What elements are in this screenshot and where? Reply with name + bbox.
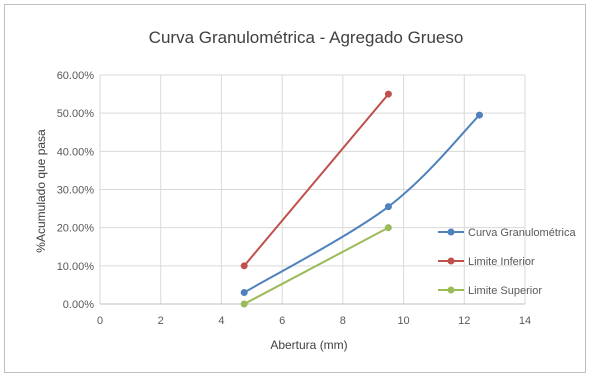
chart-title: Curva Granulométrica - Agregado Grueso: [149, 28, 464, 47]
y-tick-label: 30.00%: [57, 185, 95, 197]
legend-label: Limite Inferior: [468, 256, 535, 268]
x-tick-label: 0: [97, 315, 103, 327]
x-tick-label: 6: [279, 315, 285, 327]
chart-svg: Curva Granulométrica - Agregado Grueso 0…: [34, 28, 576, 352]
x-tick-label: 8: [340, 315, 346, 327]
y-tick-label: 10.00%: [57, 261, 95, 273]
series-layer: [240, 90, 483, 308]
y-tick-label: 50.00%: [57, 108, 95, 120]
y-axis-label: %Acumulado que pasa: [34, 129, 48, 253]
x-tick-label: 14: [519, 315, 531, 327]
data-point: [384, 203, 392, 211]
y-tick-label: 60.00%: [57, 70, 95, 82]
legend-label: Curva Granulométrica: [468, 227, 576, 239]
data-point: [240, 300, 248, 308]
x-tick-label: 12: [458, 315, 470, 327]
x-tick-label: 2: [158, 315, 164, 327]
data-point: [384, 90, 392, 98]
legend-marker: [447, 257, 455, 265]
legend-marker: [447, 286, 455, 294]
grid-layer: [99, 74, 526, 305]
x-axis-label: Abertura (mm): [270, 338, 347, 352]
tick-layer: 0 2 4 6 8 10 12 14 0.00% 10.00% 20.00% 30.00% 40.00%…: [57, 70, 531, 327]
legend: Curva Granulométrica Limite Inferior Limit…: [438, 227, 576, 297]
legend-label: Limite Superior: [468, 285, 542, 297]
data-point: [240, 262, 248, 270]
y-tick-label: 40.00%: [57, 146, 95, 158]
series-line: [243, 93, 390, 267]
series-line: [243, 226, 389, 305]
data-point: [240, 289, 248, 297]
y-tick-label: 0.00%: [63, 299, 94, 311]
x-tick-label: 10: [397, 315, 409, 327]
x-tick-label: 4: [218, 315, 224, 327]
chart-frame: Curva Granulométrica - Agregado Grueso 0…: [4, 4, 586, 373]
legend-marker: [447, 228, 455, 236]
data-point: [384, 224, 392, 232]
data-point: [475, 111, 483, 119]
y-tick-label: 20.00%: [57, 223, 95, 235]
